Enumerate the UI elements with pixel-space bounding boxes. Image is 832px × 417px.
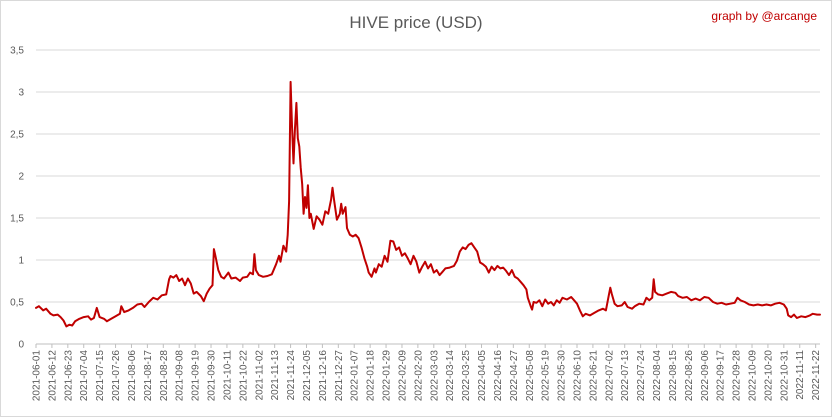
x-tick-label: 2022-05-30: [557, 350, 568, 402]
x-tick-label: 2021-11-13: [270, 350, 281, 401]
y-tick-label: 2: [18, 172, 24, 183]
x-tick-label: 2022-03-14: [445, 350, 456, 402]
series-line-hive-price: [35, 80, 821, 328]
x-tick-label: 2021-06-12: [47, 350, 58, 402]
grid-lines: [36, 49, 820, 345]
y-tick-label: 2,5: [10, 130, 24, 141]
x-tick-label: 2021-09-30: [207, 350, 218, 402]
x-tick-label: 2022-11-11: [795, 350, 806, 400]
x-tick-label: 2021-12-16: [318, 350, 329, 402]
x-tick-label: 2022-07-24: [636, 350, 647, 402]
x-tick-label: 2022-07-13: [620, 350, 631, 402]
x-tick-label: 2022-01-18: [366, 350, 377, 402]
x-tick-label: 2021-08-28: [159, 350, 170, 402]
y-axis-ticks: 0 0,5 1 1,5 2 2,5 3 3,5: [10, 46, 24, 351]
x-tick-label: 2021-09-19: [191, 350, 202, 402]
y-tick-label: 0,5: [10, 298, 24, 309]
x-tick-label: 2021-12-27: [334, 350, 345, 402]
x-tick-label: 2021-09-08: [175, 350, 186, 402]
x-tick-label: 2022-04-27: [509, 350, 520, 402]
y-tick-label: 1,5: [10, 214, 24, 225]
x-tick-label: 2022-02-09: [397, 350, 408, 402]
x-tick-label: 2022-02-20: [413, 350, 424, 402]
x-tick-label: 2022-03-03: [429, 350, 440, 402]
x-tick-label: 2022-06-21: [588, 350, 599, 402]
x-tick-label: 2022-11-22: [811, 350, 822, 401]
y-tick-label: 0: [18, 340, 24, 351]
x-tick-label: 2021-10-11: [222, 350, 233, 401]
x-tick-label: 2021-07-04: [79, 350, 90, 402]
x-tick-label: 2022-10-31: [779, 350, 790, 402]
x-tick-label: 2021-07-26: [111, 350, 122, 402]
x-tick-label: 2022-09-17: [716, 350, 727, 402]
x-tick-label: 2022-08-04: [652, 350, 663, 402]
x-tick-label: 2021-08-17: [143, 350, 154, 402]
x-tick-label: 2022-08-26: [684, 350, 695, 402]
x-tick-label: 2022-08-15: [668, 350, 679, 402]
x-tick-label: 2022-01-29: [382, 350, 393, 402]
x-tick-label: 2021-11-24: [286, 350, 297, 401]
y-tick-label: 3,5: [10, 46, 24, 57]
x-tick-label: 2022-04-16: [493, 350, 504, 402]
x-tick-label: 2021-11-02: [254, 350, 265, 401]
x-tick-label: 2021-06-01: [32, 350, 43, 402]
x-tick-label: 2021-10-22: [238, 350, 249, 402]
y-tick-label: 3: [18, 88, 24, 99]
x-tick-label: 2022-01-07: [350, 350, 361, 402]
x-tick-label: 2022-09-28: [732, 350, 743, 402]
x-tick-label: 2022-04-05: [477, 350, 488, 402]
x-tick-label: 2021-07-15: [95, 350, 106, 402]
x-tick-label: 2021-06-23: [63, 350, 74, 402]
x-tick-label: 2021-08-06: [127, 350, 138, 402]
chart-credit: graph by @arcange: [711, 9, 817, 23]
chart-title: HIVE price (USD): [349, 13, 483, 32]
x-tick-label: 2022-10-09: [748, 350, 759, 402]
x-axis-ticks: 2021-06-01 2021-06-12 2021-06-23 2021-07-04…: [32, 344, 822, 402]
x-tick-label: 2022-03-25: [461, 350, 472, 402]
y-tick-label: 1: [18, 256, 24, 267]
x-tick-label: 2022-10-20: [763, 350, 774, 402]
x-tick-label: 2022-06-10: [572, 350, 583, 402]
x-tick-label: 2022-09-06: [700, 350, 711, 402]
x-tick-label: 2022-05-19: [541, 350, 552, 402]
x-tick-label: 2022-07-02: [604, 350, 615, 402]
x-tick-label: 2021-12-05: [302, 350, 313, 402]
x-tick-label: 2022-05-08: [525, 350, 536, 402]
